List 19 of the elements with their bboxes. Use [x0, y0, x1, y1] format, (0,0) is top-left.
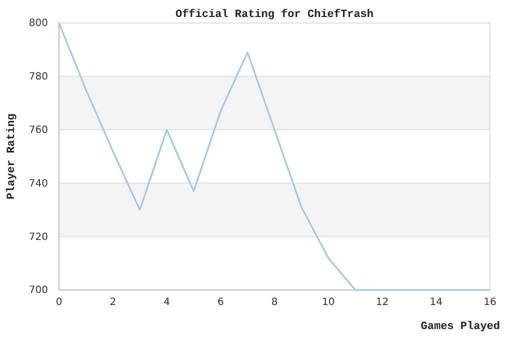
y-tick-label: 760: [28, 125, 48, 136]
x-tick-label: 8: [271, 297, 278, 308]
line-series: [58, 22, 491, 291]
y-tick-label: 780: [28, 72, 48, 83]
x-axis-title: Games Played: [420, 321, 500, 333]
x-tick-label: 4: [164, 297, 170, 308]
x-tick-label: 6: [217, 297, 224, 308]
x-tick-label: 16: [484, 297, 496, 308]
x-tick-label: 0: [56, 297, 62, 308]
y-tick-label: 700: [28, 285, 48, 296]
x-tick-label: 10: [322, 297, 335, 308]
x-tick-label: 2: [110, 297, 116, 308]
y-tick-label: 720: [28, 232, 48, 243]
y-tick-label: 800: [28, 18, 48, 30]
y-axis-title: Player Rating: [6, 114, 18, 200]
x-tick-label: 14: [430, 297, 442, 308]
x-tick-label: 12: [376, 297, 389, 308]
chart-title: Official Rating for ChiefTrash: [175, 8, 374, 21]
y-tick-label: 740: [28, 178, 48, 190]
